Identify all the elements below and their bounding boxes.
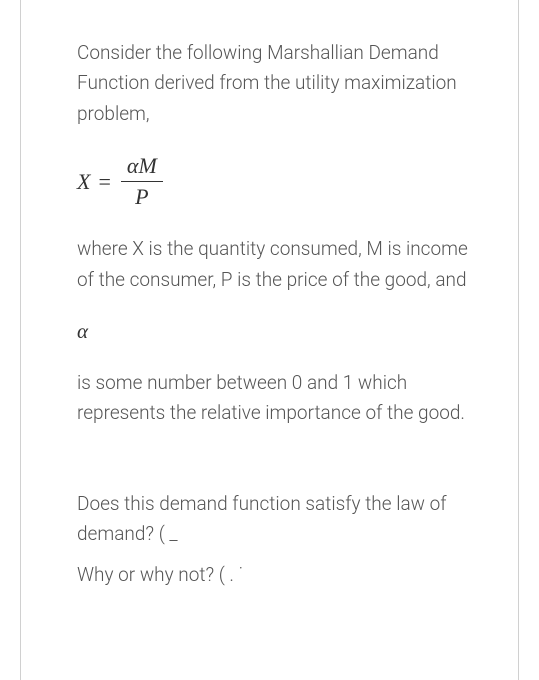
- question2-text: Why or why not?: [77, 563, 219, 586]
- formula-fraction: αM P: [121, 153, 163, 210]
- alpha-standalone: α: [77, 319, 470, 344]
- document-panel: Consider the following Marshallian Deman…: [20, 0, 519, 680]
- question1-text: Does this demand function satisfy the la…: [77, 492, 447, 545]
- fraction-numerator: αM: [121, 153, 163, 181]
- question-why: Why or why not? ( . ˙: [77, 560, 470, 590]
- alpha-in-numerator: α: [127, 153, 139, 178]
- question-block: Does this demand function satisfy the la…: [77, 489, 470, 590]
- question-law-of-demand: Does this demand function satisfy the la…: [77, 489, 470, 550]
- demand-formula: X = αM P: [77, 153, 470, 210]
- formula-variable-x: X: [77, 169, 90, 195]
- alpha-description-paragraph: is some number between 0 and 1 which rep…: [77, 368, 470, 429]
- question1-suffix: ( _: [159, 522, 178, 545]
- intro-paragraph: Consider the following Marshallian Deman…: [77, 38, 470, 129]
- m-in-numerator: M: [138, 153, 156, 178]
- formula-equals: =: [98, 169, 110, 195]
- question2-suffix: ( . ˙: [219, 563, 243, 586]
- where-paragraph: where X is the quantity consumed, M is i…: [77, 234, 470, 295]
- fraction-denominator: P: [129, 182, 154, 210]
